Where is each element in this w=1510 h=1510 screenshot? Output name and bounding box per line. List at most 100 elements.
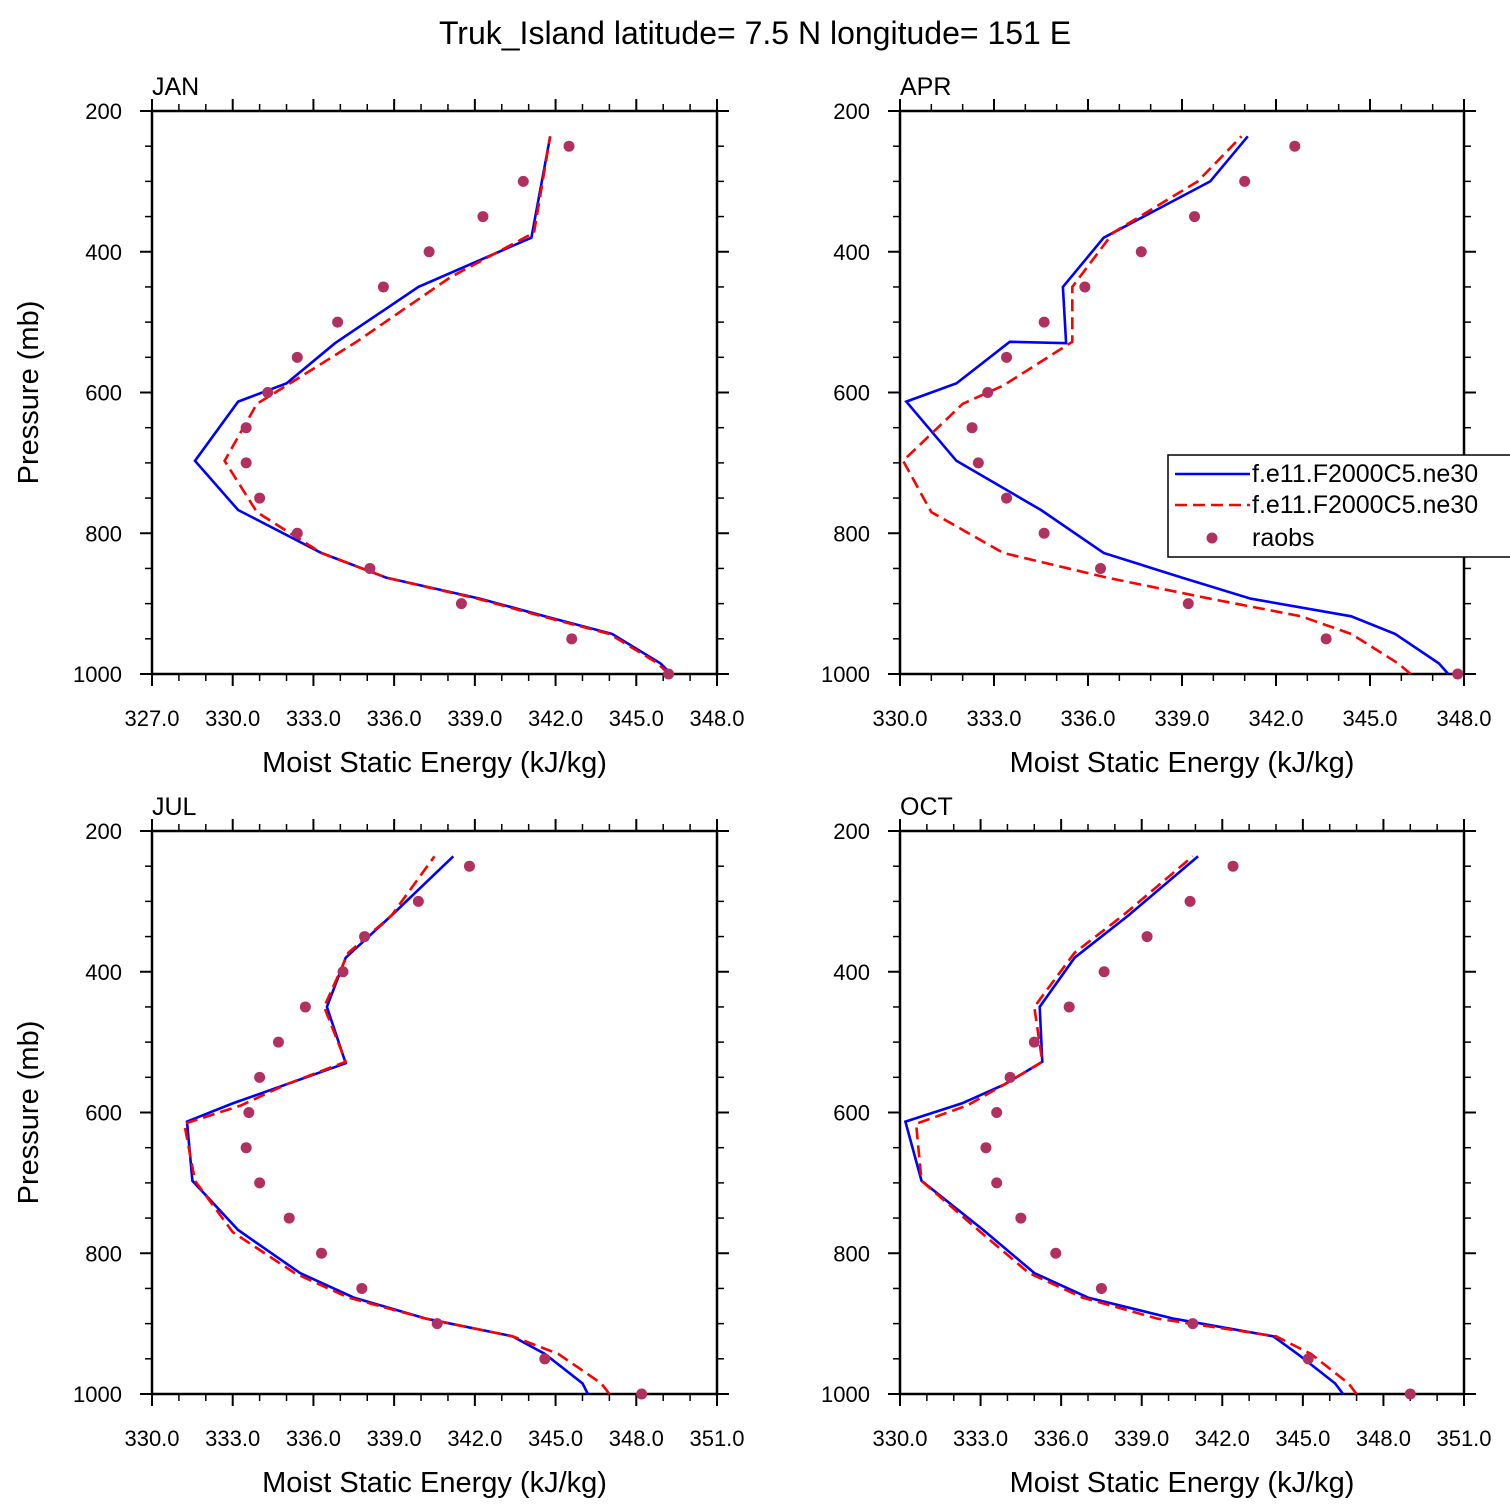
y-tick-label: 200 — [85, 819, 122, 844]
model-line-dashed — [182, 855, 611, 1395]
raobs-point — [337, 966, 349, 978]
raobs-point — [1404, 1388, 1416, 1400]
legend-label: f.e11.F2000C5.ne30 — [1252, 491, 1478, 519]
y-tick-label: 600 — [85, 381, 122, 406]
x-tick-label: 330.0 — [872, 706, 927, 731]
raobs-point — [1141, 931, 1153, 943]
raobs-point — [1320, 633, 1332, 645]
raobs-point — [1079, 281, 1091, 293]
raobs-point — [1038, 527, 1050, 539]
panel-label: APR — [900, 73, 951, 101]
x-tick-label: 345.0 — [1275, 1426, 1330, 1451]
x-tick-label: 339.0 — [1114, 1426, 1169, 1451]
raobs-point — [254, 1177, 266, 1189]
y-tick-label: 400 — [85, 240, 122, 265]
x-axis-label: Moist Static Energy (kJ/kg) — [1010, 747, 1355, 779]
model-line-dashed — [223, 136, 670, 675]
x-tick-label: 345.0 — [528, 1426, 583, 1451]
y-tick-label: 800 — [85, 1241, 122, 1266]
x-axis-label: Moist Static Energy (kJ/kg) — [262, 747, 607, 779]
raobs-point — [262, 387, 274, 398]
raobs-point — [291, 527, 303, 539]
x-tick-label: 336.0 — [1034, 1426, 1089, 1451]
raobs-point — [1098, 966, 1110, 978]
raobs-point — [423, 246, 435, 258]
panel-apr: APR 330.0 333.0 336.0 339.0 342.0 345.0 348.0 20… — [821, 73, 1491, 779]
raobs-point — [1095, 1282, 1107, 1294]
raobs-point — [356, 1282, 368, 1294]
x-tick-label: 348.0 — [689, 706, 744, 731]
raobs-point — [663, 668, 675, 680]
raobs-point — [539, 1353, 551, 1365]
y-tick-label: 600 — [85, 1101, 122, 1126]
raobs-point — [240, 422, 252, 434]
raobs-point — [1182, 598, 1194, 610]
raobs-point — [299, 1001, 311, 1013]
y-tick-label: 1000 — [821, 662, 870, 687]
y-tick-label: 200 — [833, 99, 870, 124]
raobs-point — [359, 931, 371, 943]
x-tick-label: 333.0 — [205, 1426, 260, 1451]
raobs-point — [1038, 316, 1050, 328]
plot-frame — [898, 829, 1466, 1396]
raobs-point — [966, 422, 978, 434]
plot-frame — [150, 829, 719, 1396]
x-tick-label: 345.0 — [1342, 706, 1397, 731]
y-tick-label: 200 — [833, 819, 870, 844]
x-tick-label: 330.0 — [205, 706, 260, 731]
raobs-point — [566, 633, 578, 645]
x-tick-label: 348.0 — [609, 1426, 664, 1451]
raobs-point — [412, 895, 424, 907]
x-tick-label: 342.0 — [1248, 706, 1303, 731]
y-tick-label: 600 — [833, 1101, 870, 1126]
raobs-point — [243, 1107, 255, 1118]
raobs-point — [1227, 860, 1239, 872]
x-tick-label: 333.0 — [953, 1426, 1008, 1451]
model-line-dashed — [914, 855, 1358, 1395]
x-tick-label: 339.0 — [1154, 706, 1209, 731]
x-tick-label: 336.0 — [1060, 706, 1115, 731]
model-line-solid — [903, 855, 1345, 1395]
legend-label: f.e11.F2000C5.ne30 — [1252, 460, 1478, 488]
raobs-point — [1028, 1036, 1040, 1048]
y-axis-label: Pressure (mb) — [13, 301, 45, 485]
raobs-point — [1135, 246, 1147, 258]
y-tick-label: 800 — [833, 521, 870, 546]
x-tick-label: 339.0 — [367, 1426, 422, 1451]
raobs-point — [283, 1212, 295, 1224]
raobs-point — [991, 1177, 1003, 1189]
x-tick-label: 330.0 — [124, 1426, 179, 1451]
raobs-point — [240, 457, 252, 469]
x-tick-label: 342.0 — [447, 1426, 502, 1451]
panel-label: JAN — [152, 73, 199, 101]
model-line-solid — [904, 135, 1450, 675]
y-tick-label: 200 — [85, 99, 122, 124]
x-tick-label: 342.0 — [528, 706, 583, 731]
raobs-point — [982, 387, 994, 398]
legend-label: raobs — [1252, 524, 1315, 552]
raobs-point — [254, 1071, 266, 1083]
raobs-point — [1184, 895, 1196, 907]
y-tick-label: 1000 — [73, 662, 122, 687]
raobs-point — [364, 562, 376, 574]
y-tick-label: 400 — [85, 960, 122, 985]
raobs-point — [455, 598, 467, 610]
raobs-point — [636, 1388, 648, 1400]
raobs-point — [431, 1318, 443, 1330]
x-tick-label: 339.0 — [447, 706, 502, 731]
raobs-point — [463, 860, 475, 872]
x-tick-label: 345.0 — [609, 706, 664, 731]
x-tick-label: 336.0 — [367, 706, 422, 731]
raobs-point — [1001, 492, 1013, 504]
y-axis-label: Pressure (mb) — [13, 1021, 45, 1205]
raobs-point — [1015, 1212, 1027, 1224]
raobs-point — [377, 281, 389, 293]
x-tick-label: 330.0 — [872, 1426, 927, 1451]
raobs-point — [272, 1036, 284, 1048]
model-line-solid — [185, 855, 590, 1395]
raobs-point — [291, 351, 303, 363]
legend-box — [1167, 454, 1510, 558]
x-tick-label: 336.0 — [286, 1426, 341, 1451]
y-tick-label: 600 — [833, 381, 870, 406]
